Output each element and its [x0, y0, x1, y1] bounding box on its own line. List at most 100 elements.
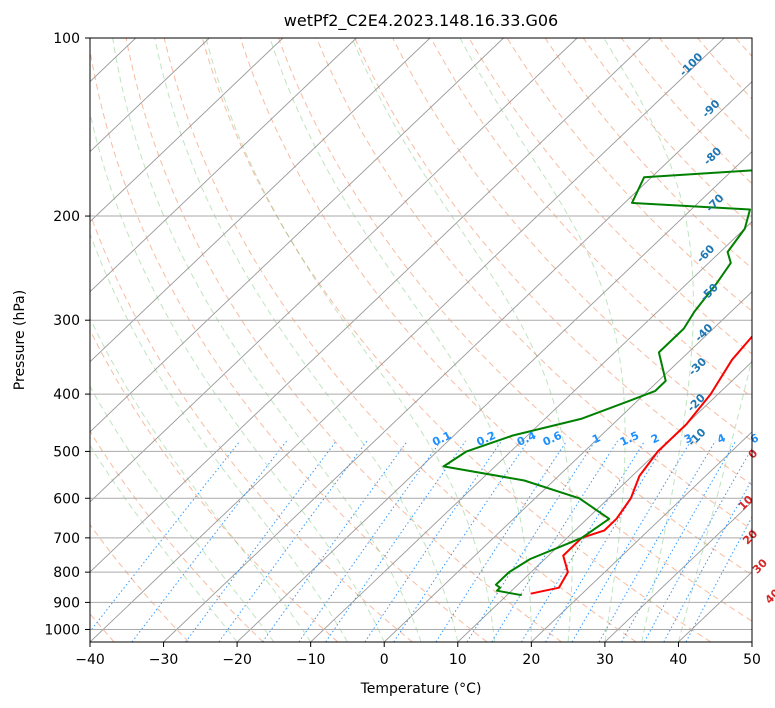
dry-adiabat-line — [163, 38, 637, 642]
mixing-ratio-line — [643, 447, 752, 642]
x-tick-label: 40 — [670, 652, 688, 668]
y-tick-label: 600 — [53, 491, 80, 507]
dry-adiabat-label: 40 — [763, 586, 775, 606]
mixing-ratio-line — [131, 440, 288, 642]
isotherm-line — [310, 221, 752, 642]
isotherm-label: -80 — [701, 144, 724, 167]
dry-adiabat-line — [90, 430, 264, 642]
mixing-ratio-line — [571, 440, 692, 642]
moist-adiabat-line — [459, 38, 626, 642]
mixing-ratio-label: 1.5 — [618, 429, 641, 449]
dry-adiabat-label: 30 — [750, 556, 770, 576]
temperature-profile-line — [530, 335, 752, 595]
dry-adiabat-line — [659, 38, 752, 143]
x-tick-label: −20 — [222, 652, 252, 668]
y-tick-label: 200 — [53, 209, 80, 225]
isotherm-label: -100 — [677, 50, 706, 79]
x-tick-label: −30 — [149, 652, 179, 668]
isotherm-label: -50 — [698, 281, 721, 304]
y-tick-label: 900 — [53, 595, 80, 611]
isotherm-line — [90, 38, 357, 293]
dry-adiabat-line — [544, 38, 752, 270]
dry-adiabat-line — [392, 38, 752, 442]
mixing-ratio-line — [298, 440, 442, 642]
isotherm-label: -90 — [699, 97, 722, 120]
mixing-ratio-label: 2 — [649, 431, 661, 446]
plot-frame — [89, 37, 753, 643]
y-tick-label: 300 — [53, 313, 80, 329]
chart-title: wetPf2_C2E4.2023.148.16.33.G06 — [284, 11, 558, 31]
dry-adiabat-line — [468, 38, 752, 355]
isotherm-line — [457, 361, 752, 642]
background-lines — [90, 38, 752, 642]
dry-adiabat-line — [316, 38, 752, 531]
dry-adiabat-line — [239, 38, 752, 622]
moist-adiabat-line — [154, 38, 459, 642]
mixing-ratio-line — [685, 515, 752, 642]
dry-adiabat-label: 20 — [740, 527, 760, 547]
axes: −40 −30 −20 −10 0 10 20 30 40 5010020030040050060… — [44, 31, 761, 668]
mixing-ratio-line — [393, 440, 529, 642]
dry-adiabat-line — [506, 38, 752, 312]
dry-adiabat-label: 10 — [736, 493, 756, 513]
mixing-ratio-line — [545, 440, 668, 642]
x-tick-label: 10 — [449, 652, 467, 668]
isotherm-line — [90, 38, 578, 503]
isotherm-line — [90, 38, 284, 223]
moist-adiabat-line — [90, 110, 385, 642]
moist-adiabat-line — [90, 385, 275, 642]
y-tick-label: 100 — [53, 31, 80, 47]
y-tick-label: 700 — [53, 531, 80, 547]
moist-adiabat-line — [603, 38, 694, 642]
isotherm-line — [678, 571, 752, 642]
dry-adiabat-line — [430, 38, 752, 398]
moist-adiabat-line — [112, 38, 422, 642]
isotherm-label: -60 — [694, 242, 717, 265]
mixing-ratio-line — [364, 440, 503, 642]
x-tick-label: 0 — [380, 652, 389, 668]
dry-adiabat-line — [201, 38, 712, 642]
mixing-ratio-label: 0.6 — [541, 429, 564, 449]
mixing-ratio-label: 0.2 — [475, 429, 498, 449]
moist-adiabat-line — [677, 356, 752, 642]
mixing-ratio-line — [466, 440, 596, 642]
y-axis-label: Pressure (hPa) — [12, 290, 28, 390]
isotherm-line — [751, 641, 752, 642]
y-tick-label: 800 — [53, 565, 80, 581]
x-tick-label: −40 — [75, 652, 105, 668]
y-tick-label: 500 — [53, 444, 80, 460]
isotherm-line — [90, 38, 504, 433]
isotherm-line — [90, 38, 431, 363]
x-tick-label: 30 — [596, 652, 614, 668]
mixing-ratio-line — [325, 440, 467, 642]
isotherm-line — [531, 431, 752, 642]
isotherm-line — [383, 291, 752, 642]
isotherm-line — [90, 38, 210, 153]
mixing-ratio-line — [218, 440, 368, 642]
isotherm-label: -40 — [692, 321, 715, 344]
mixing-ratio-line — [663, 478, 752, 642]
sounding-lines — [442, 169, 752, 597]
mixing-ratio-line — [435, 440, 568, 642]
x-tick-label: 50 — [743, 652, 761, 668]
mixing-ratio-line — [491, 440, 619, 642]
x-axis-label: Temperature (°C) — [360, 681, 482, 697]
mixing-ratio-label: 0.1 — [430, 429, 453, 449]
moist-adiabat-line — [205, 38, 496, 642]
isotherm-line — [90, 38, 725, 642]
dry-adiabat-line — [90, 47, 488, 642]
dry-adiabat-line — [621, 38, 752, 185]
moist-adiabat-line — [90, 232, 348, 642]
dry-adiabat-line — [582, 38, 752, 227]
mixing-ratio-label: 4 — [715, 431, 728, 446]
dry-adiabat-line — [90, 523, 190, 642]
y-tick-label: 400 — [53, 387, 80, 403]
mixing-ratio-line — [621, 440, 737, 642]
dry-adiabat-label: 0 — [746, 446, 761, 461]
mixing-ratio-line — [90, 440, 241, 633]
mixing-ratio-label: 0.4 — [515, 429, 538, 449]
isotherm-line — [236, 151, 752, 642]
dry-adiabat-line — [735, 38, 752, 57]
mixing-ratio-line — [521, 440, 646, 642]
